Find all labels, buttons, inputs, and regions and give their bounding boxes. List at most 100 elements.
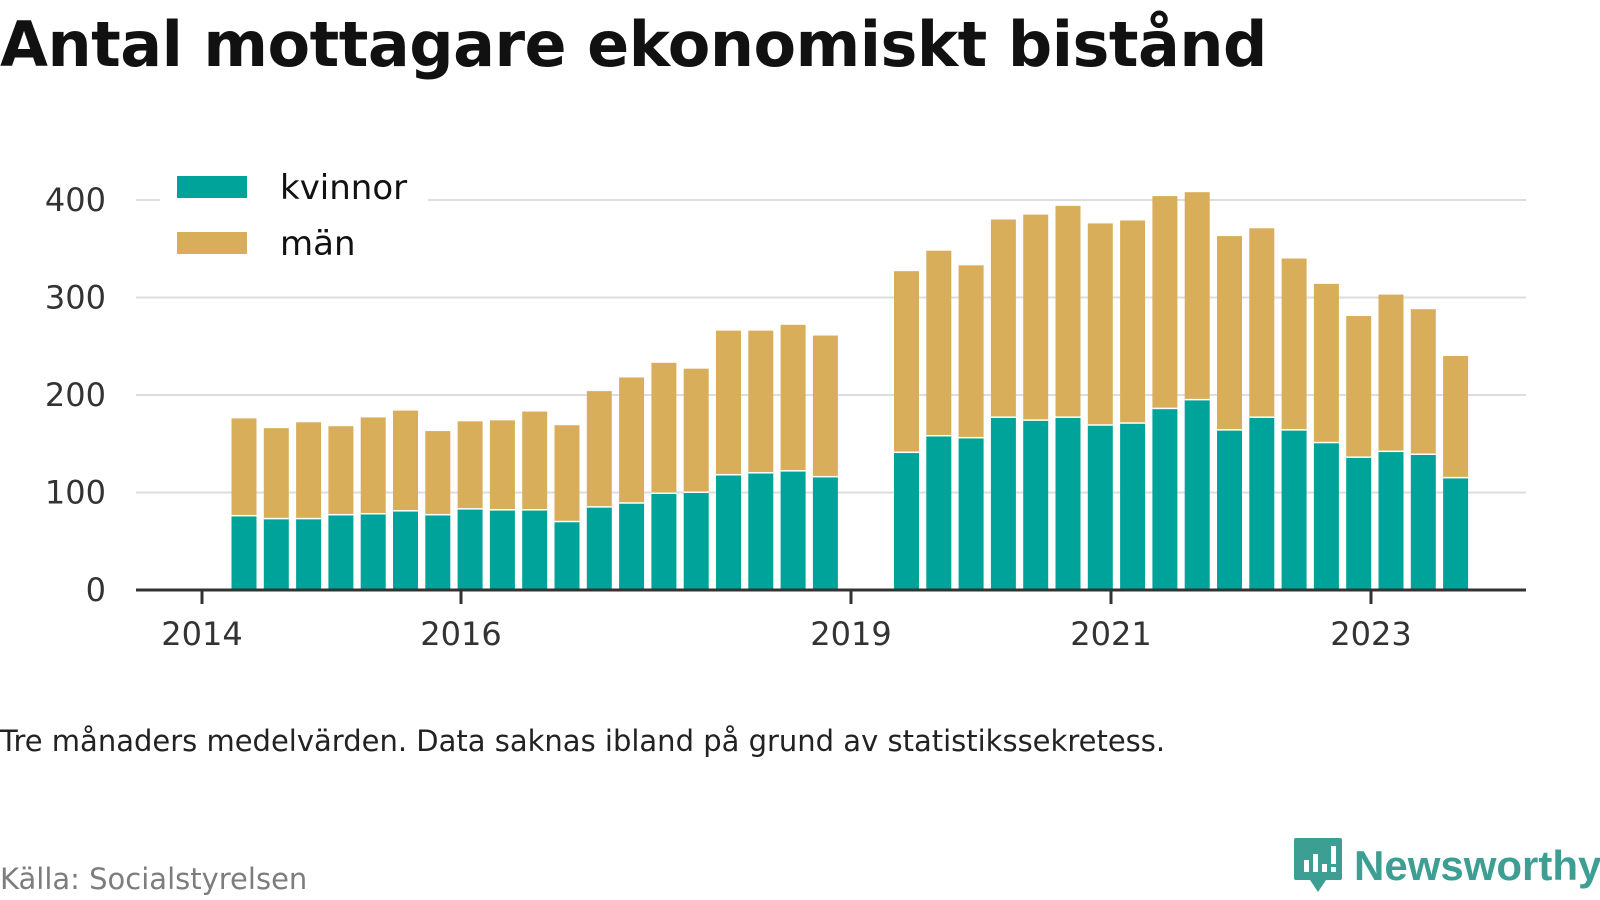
brand-name: Newsworthy [1354,842,1600,889]
bar-män-10 [554,425,580,521]
y-tick-label: 100 [45,474,106,512]
bar-män-5 [393,410,418,511]
bar-kvinnor-15 [716,473,741,590]
bar-kvinnor-24 [1055,416,1081,590]
bar-män-35 [1410,309,1436,454]
legend-label-kvinnor: kvinnor [280,168,407,208]
bar-män-3 [328,426,354,514]
x-tick-label: 2016 [420,615,501,653]
x-tick-label: 2019 [810,615,891,653]
legend: kvinnor män [160,164,428,274]
bar-kvinnor-12 [619,502,645,590]
bar-män-30 [1249,228,1275,417]
y-axis-ticks: 0 100 200 300 400 [45,181,106,609]
bar-kvinnor-35 [1410,453,1436,590]
bar-män-22 [990,219,1016,417]
bar-kvinnor-32 [1313,441,1339,590]
bar-män-6 [425,431,451,514]
bar-män-13 [651,362,677,493]
bar-män-18 [812,335,838,476]
bar-män-25 [1087,223,1113,425]
legend-swatch-kvinnor [177,176,247,198]
legend-swatch-män [177,232,247,254]
bar-kvinnor-16 [748,472,774,590]
chart-title: Antal mottagare ekonomiskt bistånd [0,8,1267,81]
x-tick-label: 2023 [1330,615,1411,653]
bar-kvinnor-0 [231,514,257,590]
bar-män-34 [1378,294,1404,451]
bar-kvinnor-2 [296,517,322,590]
bar-män-23 [1023,214,1049,420]
bar-män-7 [457,421,483,509]
legend-label-män: män [280,224,356,264]
bar-kvinnor-36 [1443,476,1469,590]
bar-kvinnor-23 [1023,419,1049,590]
bar-män-36 [1443,356,1469,477]
brand-logo: Newsworthy [1292,836,1600,896]
bar-kvinnor-7 [457,508,483,590]
bar-kvinnor-6 [425,513,451,590]
bar-män-27 [1152,196,1178,408]
bar-män-11 [586,391,612,507]
bar-kvinnor-27 [1152,407,1178,590]
bar-kvinnor-21 [958,436,984,590]
bar-kvinnor-18 [812,475,838,590]
bar-män-20 [926,250,952,435]
bar-kvinnor-17 [780,470,806,590]
bar-kvinnor-30 [1249,416,1275,590]
bar-kvinnor-26 [1120,422,1146,590]
bar-separator [926,433,952,437]
bar-män-12 [619,377,645,503]
bar-kvinnor-22 [990,416,1016,590]
source-credit: Källa: Socialstyrelsen [0,862,308,896]
bar-kvinnor-28 [1184,398,1210,590]
bar-män-31 [1281,258,1307,430]
bar-män-24 [1055,205,1081,417]
bar-separator [780,468,806,472]
bar-män-26 [1120,220,1146,423]
bar-kvinnor-25 [1087,424,1113,590]
bar-män-17 [780,324,806,471]
bar-kvinnor-5 [393,510,418,590]
bar-kvinnor-34 [1378,450,1404,590]
x-tick-label: 2021 [1070,615,1151,653]
bar-kvinnor-13 [651,492,677,590]
x-tick-label: 2014 [161,615,242,653]
bar-kvinnor-10 [554,520,580,590]
bar-män-32 [1313,283,1339,442]
bar-kvinnor-29 [1217,429,1242,590]
bar-män-8 [489,420,515,510]
bar-män-0 [231,418,257,515]
bar-män-1 [263,428,289,518]
bar-kvinnor-20 [926,434,952,590]
bar-kvinnor-3 [328,513,354,590]
bar-män-16 [748,330,774,473]
bar-män-9 [522,411,548,510]
bar-kvinnor-4 [360,512,386,590]
bar-kvinnor-19 [894,451,919,590]
bars [231,192,1469,590]
bar-män-28 [1184,192,1210,399]
bar-kvinnor-14 [683,491,709,590]
y-tick-label: 0 [86,571,106,609]
bar-män-2 [296,422,322,518]
x-axis: 2014 2016 2019 2021 2023 [136,588,1526,653]
bar-kvinnor-31 [1281,429,1307,590]
bar-män-21 [958,265,984,437]
y-tick-label: 400 [45,181,106,219]
bar-män-4 [360,417,386,513]
bar-separator [716,472,741,476]
bar-män-15 [716,330,741,474]
bar-män-33 [1346,316,1372,457]
bar-män-14 [683,368,709,492]
bar-kvinnor-33 [1346,456,1372,590]
bar-män-29 [1217,236,1242,430]
bar-kvinnor-1 [263,517,289,590]
bar-kvinnor-8 [489,509,515,590]
bar-kvinnor-9 [522,509,548,590]
bar-chart-bubble-icon [1294,838,1342,892]
chart-note: Tre månaders medelvärden. Data saknas ib… [0,724,1166,758]
y-tick-label: 300 [45,279,106,317]
bar-kvinnor-11 [586,506,612,590]
